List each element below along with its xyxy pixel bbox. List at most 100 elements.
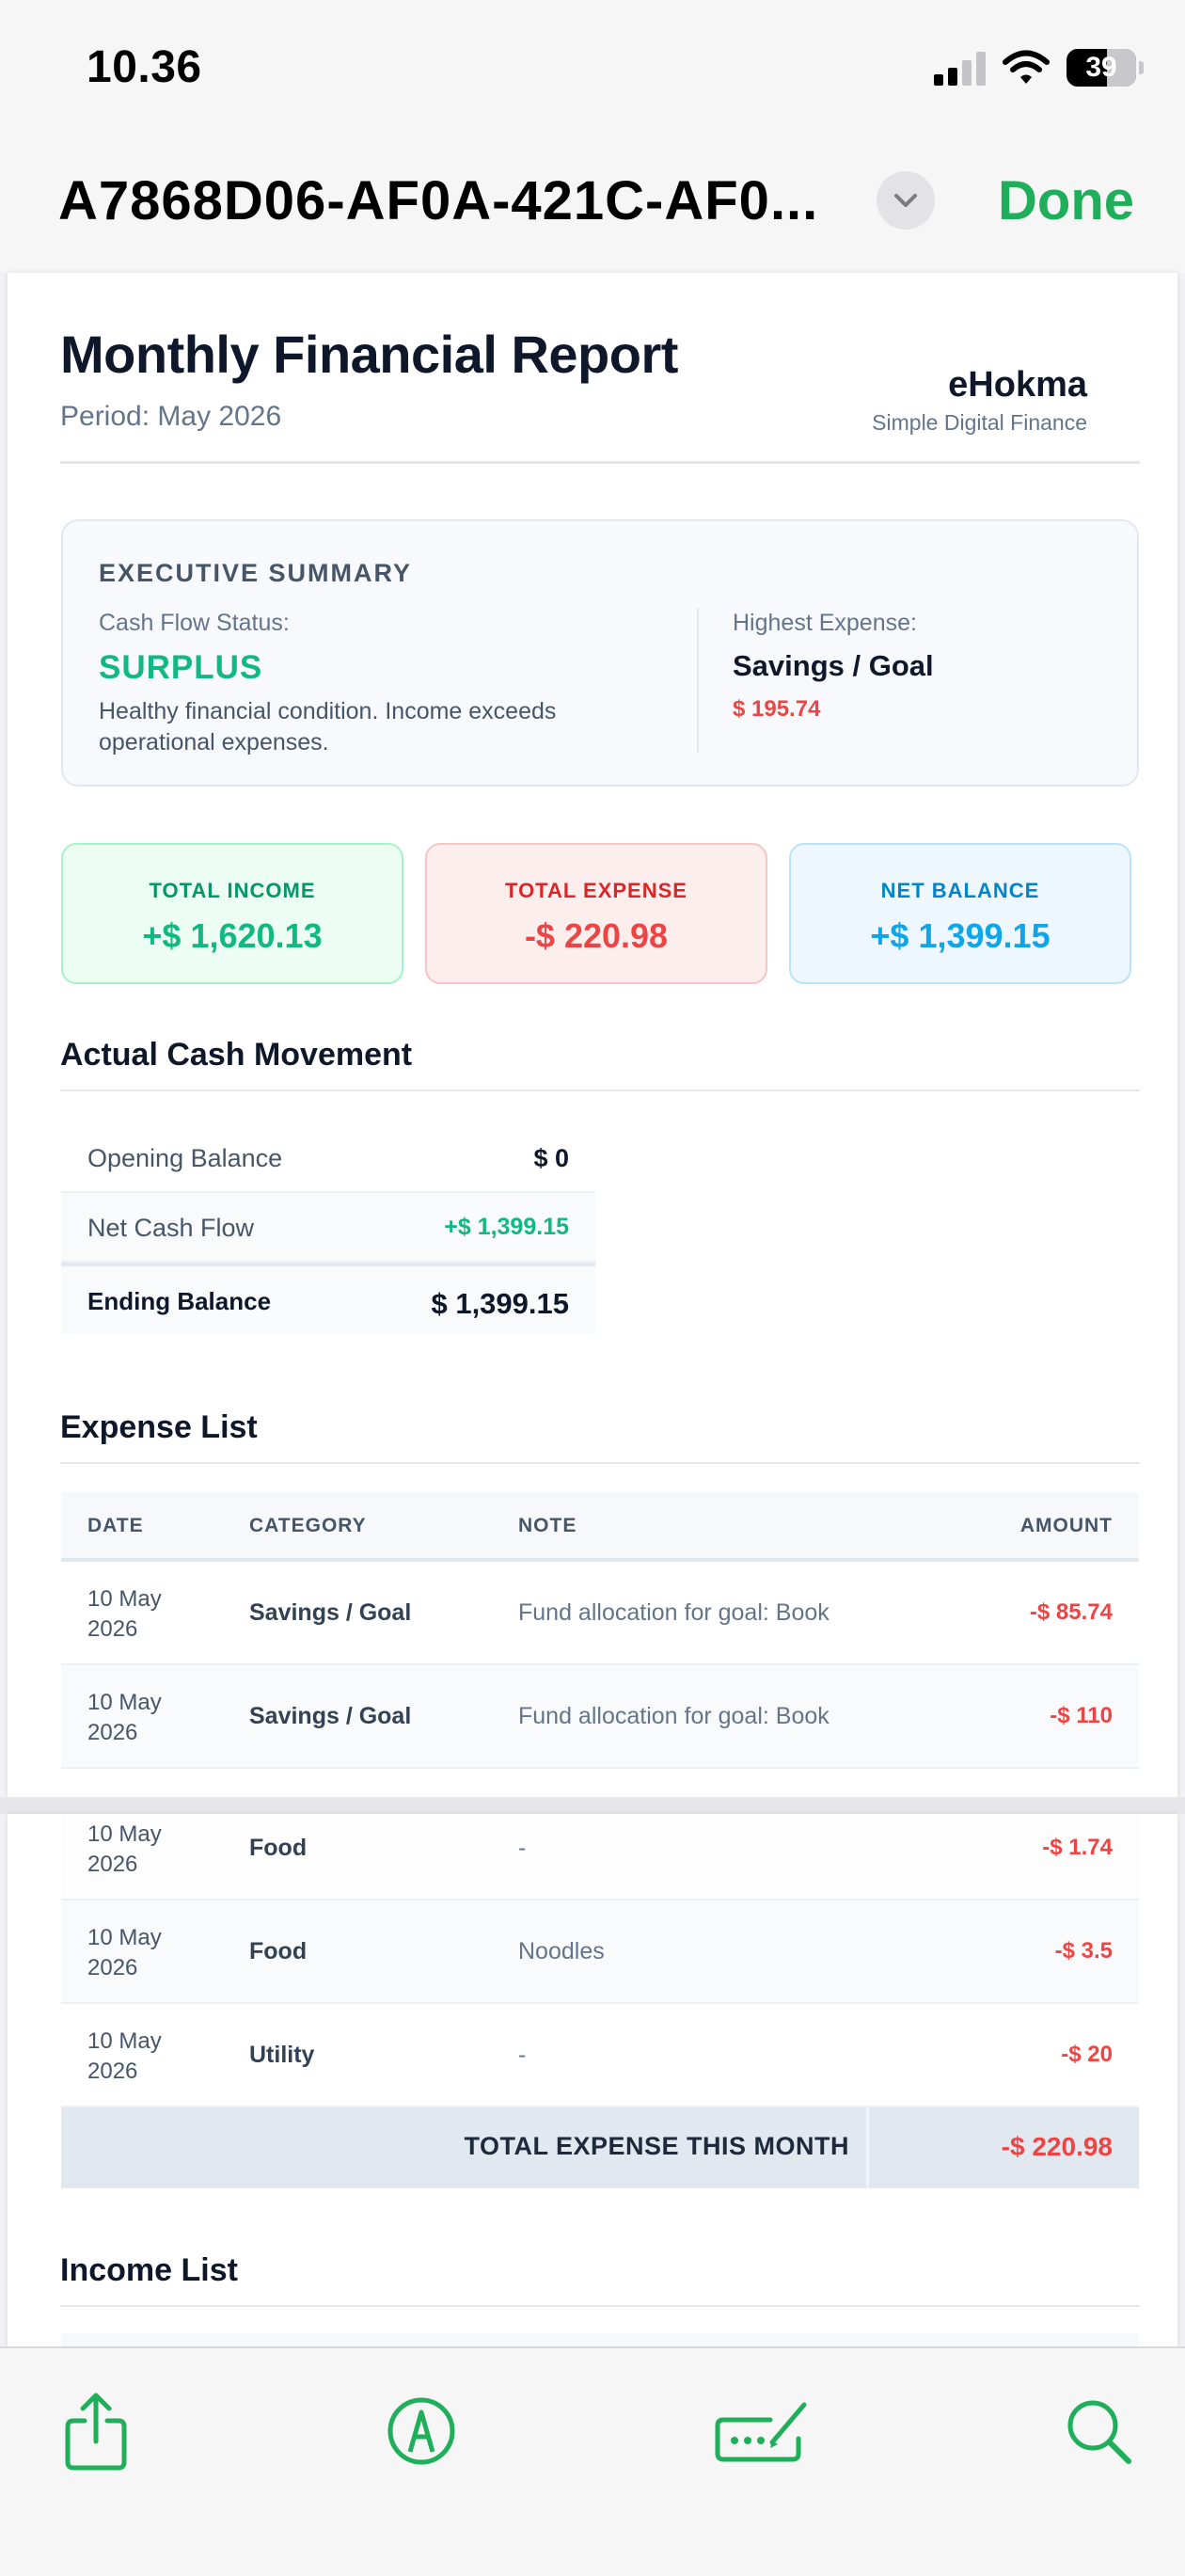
row-date: 10 May 2026: [87, 1690, 162, 1745]
row-note: Fund allocation for goal: Book: [518, 1703, 830, 1729]
executive-summary: EXECUTIVE SUMMARY Cash Flow Status: SURP…: [61, 519, 1139, 787]
chevron-down-icon: [894, 194, 917, 207]
row-amount: -$ 110: [1050, 1703, 1113, 1728]
title-menu-button[interactable]: [877, 171, 935, 230]
row-note: -: [518, 1835, 527, 1861]
cash-row-value: $ 0: [533, 1144, 569, 1172]
row-date: 10 May 2026: [87, 1586, 162, 1642]
report-page-1: Monthly Financial Report Period: May 202…: [8, 273, 1177, 1797]
cash-row-label: Net Cash Flow: [87, 1214, 255, 1242]
executive-summary-heading: EXECUTIVE SUMMARY: [99, 559, 413, 587]
share-icon: [65, 2393, 127, 2471]
income-list-divider: [60, 2305, 1140, 2307]
signal-icon: [934, 50, 986, 86]
markup-button[interactable]: [376, 2386, 466, 2476]
brand-tagline: Simple Digital Finance: [872, 410, 1087, 435]
status-bar: 10.36 39: [0, 0, 1185, 141]
row-date: 10 May 2026: [87, 1821, 162, 1877]
report-period: Period: May 2026: [60, 401, 282, 432]
total-income-value: +$ 1,620.13: [142, 916, 323, 955]
cash-flow-status: SURPLUS: [99, 649, 263, 686]
cash-flow-description: Healthy financial condition. Income exce…: [99, 698, 557, 755]
row-note: -: [518, 2042, 527, 2068]
highest-expense-amount: $ 195.74: [733, 696, 821, 722]
table-row: 10 May 2026 Savings / Goal Fund allocati…: [61, 1665, 1139, 1769]
expense-total-label: TOTAL EXPENSE THIS MONTH: [464, 2132, 849, 2160]
brand-name: eHokma: [948, 365, 1087, 405]
row-amount: -$ 20: [1061, 2042, 1113, 2067]
net-balance-value: +$ 1,399.15: [870, 916, 1051, 955]
done-button[interactable]: Done: [998, 170, 1134, 231]
cash-movement-title: Actual Cash Movement: [60, 1037, 413, 1073]
row-date: 10 May 2026: [87, 1925, 162, 1980]
share-button[interactable]: [51, 2386, 141, 2476]
net-balance-label: NET BALANCE: [880, 879, 1040, 902]
total-expense-card: TOTAL EXPENSE -$ 220.98: [425, 843, 767, 984]
total-income-card: TOTAL INCOME +$ 1,620.13: [61, 843, 403, 984]
table-row: 10 May 2026 Food - -$ 1.74: [61, 1814, 1139, 1900]
header-date: DATE: [87, 1515, 144, 1536]
cash-row-ending: Ending Balance $ 1,399.15: [61, 1263, 595, 1334]
row-category: Savings / Goal: [249, 1703, 412, 1729]
row-note: Fund allocation for goal: Book: [518, 1599, 830, 1626]
wifi-icon: [1003, 50, 1050, 84]
row-note: Noodles: [518, 1938, 605, 1964]
row-amount: -$ 3.5: [1054, 1938, 1113, 1964]
cash-flow-label: Cash Flow Status:: [99, 610, 290, 636]
battery-level: 39: [1085, 52, 1117, 83]
cash-movement-divider: [60, 1089, 1140, 1091]
expense-list-title: Expense List: [60, 1409, 258, 1445]
expense-table-continued: 10 May 2026 Food - -$ 1.74 10 May 2026 F…: [61, 1814, 1139, 2188]
header-amount: AMOUNT: [1019, 1515, 1113, 1536]
document-title[interactable]: A7868D06-AF0A-421C-AF0...: [58, 170, 819, 231]
expense-table: DATE CATEGORY NOTE AMOUNT 10 May 2026 Sa…: [61, 1492, 1139, 1769]
row-category: Food: [249, 1835, 308, 1861]
highest-expense-category: Savings / Goal: [733, 649, 934, 682]
table-row: 10 May 2026 Utility - -$ 20: [61, 2004, 1139, 2107]
cash-row-value: +$ 1,399.15: [444, 1214, 569, 1240]
search-button[interactable]: [1053, 2386, 1144, 2476]
expense-list-divider: [60, 1462, 1140, 1464]
report-page-2: 10 May 2026 Food - -$ 1.74 10 May 2026 F…: [8, 1814, 1177, 2350]
cash-row-label: Ending Balance: [87, 1287, 272, 1315]
expense-total-value: -$ 220.98: [1001, 2132, 1113, 2161]
summary-divider: [697, 608, 699, 753]
expense-table-header: DATE CATEGORY NOTE AMOUNT: [61, 1492, 1139, 1562]
cash-row-label: Opening Balance: [87, 1144, 283, 1172]
search-icon: [1067, 2400, 1131, 2464]
header-divider: [60, 461, 1140, 464]
status-time: 10.36: [87, 42, 202, 92]
cash-row-net-flow: Net Cash Flow +$ 1,399.15: [61, 1193, 595, 1263]
income-list-title: Income List: [60, 2252, 238, 2288]
net-balance-card: NET BALANCE +$ 1,399.15: [789, 843, 1131, 984]
table-row: 10 May 2026 Savings / Goal Fund allocati…: [61, 1562, 1139, 1665]
expense-total-row: TOTAL EXPENSE THIS MONTH -$ 220.98: [61, 2107, 1139, 2188]
total-expense-label: TOTAL EXPENSE: [505, 879, 687, 902]
row-category: Food: [249, 1938, 308, 1964]
table-row: 10 May 2026 Food Noodles -$ 3.5: [61, 1900, 1139, 2004]
row-amount: -$ 1.74: [1042, 1835, 1113, 1860]
row-date: 10 May 2026: [87, 2028, 162, 2084]
bottom-toolbar: [0, 2346, 1185, 2576]
signature-icon: [715, 2402, 807, 2462]
income-table-header: [61, 2333, 1139, 2350]
page-break: [0, 1797, 1185, 1814]
markup-icon: [387, 2397, 455, 2465]
row-category: Savings / Goal: [249, 1599, 412, 1626]
signature-button[interactable]: [711, 2386, 814, 2476]
header-note: NOTE: [518, 1515, 577, 1536]
row-amount: -$ 85.74: [1029, 1599, 1113, 1625]
total-expense-value: -$ 220.98: [524, 916, 669, 955]
row-category: Utility: [249, 2042, 315, 2068]
cash-row-value: $ 1,399.15: [431, 1287, 569, 1320]
battery-icon: 39: [1066, 49, 1144, 87]
total-divider: [866, 2107, 869, 2188]
highest-expense-label: Highest Expense:: [733, 610, 917, 636]
report-title: Monthly Financial Report: [60, 325, 678, 384]
cash-movement-table: Opening Balance $ 0 Net Cash Flow +$ 1,3…: [61, 1123, 595, 1334]
status-icons: 39: [934, 49, 1144, 87]
total-income-label: TOTAL INCOME: [149, 879, 316, 902]
document-nav-bar: A7868D06-AF0A-421C-AF0... Done: [0, 141, 1185, 273]
cash-row-opening: Opening Balance $ 0: [61, 1123, 595, 1193]
header-category: CATEGORY: [249, 1515, 367, 1536]
